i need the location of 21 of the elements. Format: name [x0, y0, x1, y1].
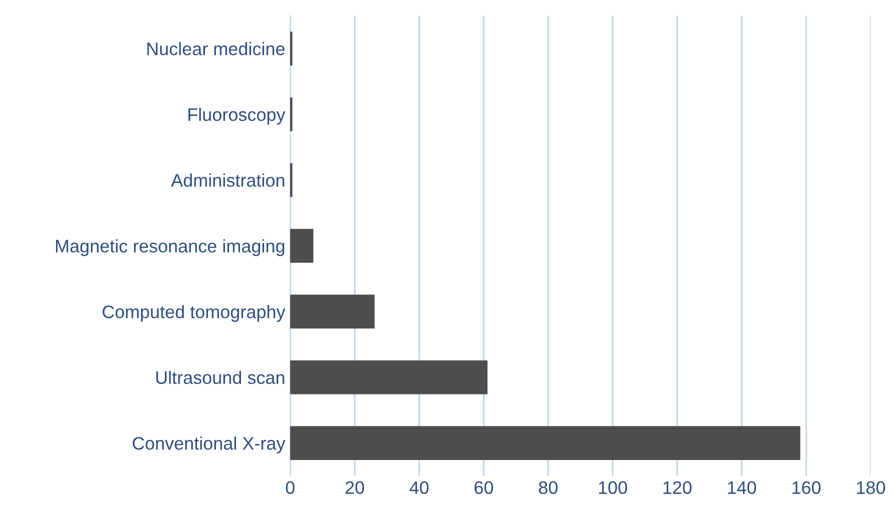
x-tick-label: 0	[286, 481, 295, 494]
y-tick-label: Magnetic resonance imaging	[56, 239, 284, 256]
x-tick-label: 100	[599, 481, 628, 494]
bar	[290, 360, 488, 394]
x-tick-label: 140	[728, 481, 756, 494]
x-tick-label: 180	[856, 481, 886, 494]
y-tick-label: Conventional X-ray	[132, 436, 286, 454]
x-tick-label: 160	[792, 481, 821, 494]
x-tick-label: 40	[410, 481, 429, 494]
x-tick-label: 120	[664, 481, 692, 494]
x-tick-label: 80	[538, 481, 558, 494]
y-tick-label: Ultrasound scan	[156, 370, 284, 384]
x-tick-label: 60	[474, 481, 494, 494]
y-tick-label: Administration	[171, 174, 284, 187]
y-tick-label: Computed tomography	[102, 305, 286, 322]
x-tick-label: 20	[346, 481, 364, 494]
bar	[290, 228, 314, 263]
bar	[290, 294, 375, 329]
bar	[290, 426, 800, 460]
y-tick-label: Nuclear medicine	[147, 42, 285, 56]
y-tick-label: Fluoroscopy	[188, 108, 286, 125]
